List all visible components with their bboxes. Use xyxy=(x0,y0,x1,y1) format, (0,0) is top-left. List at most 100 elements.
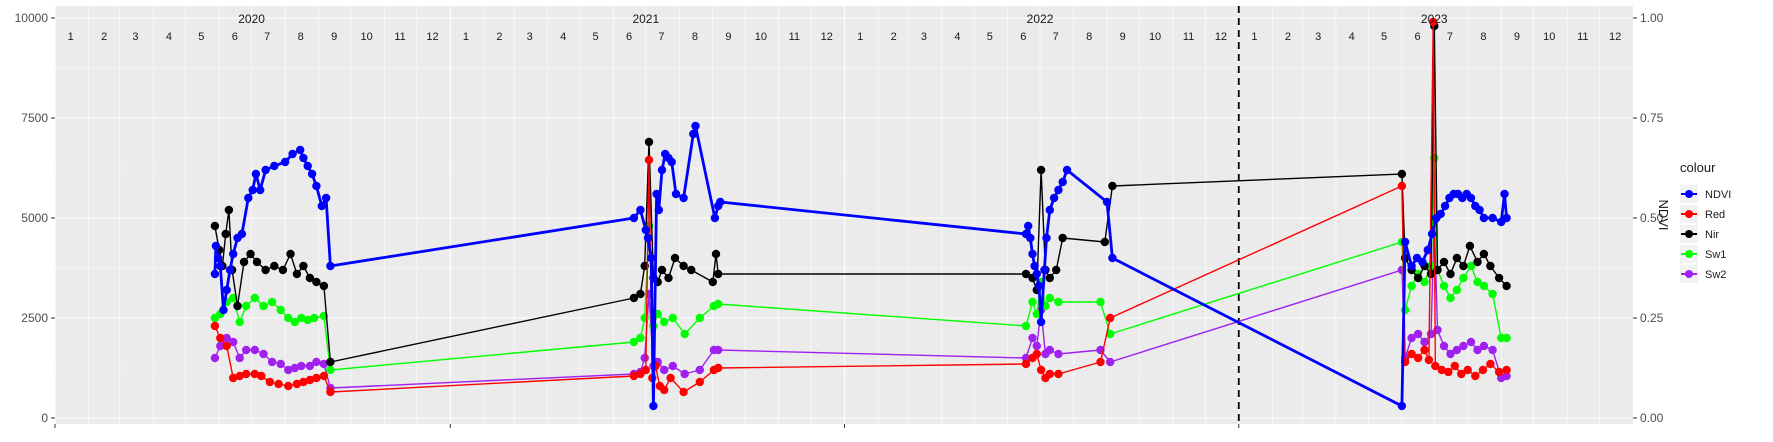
data-point-nir xyxy=(1452,253,1462,263)
data-point-nir xyxy=(679,261,688,271)
data-point-ndvi xyxy=(654,205,663,215)
data-point-red xyxy=(229,373,238,383)
data-point-red xyxy=(1502,365,1511,375)
data-point-red xyxy=(644,155,654,165)
data-point-sw1 xyxy=(1446,293,1455,303)
legend-key-nir xyxy=(1680,225,1698,243)
month-label: 5 xyxy=(987,31,993,43)
month-label: 1 xyxy=(68,31,74,43)
data-point-nir xyxy=(312,277,321,287)
month-label: 6 xyxy=(626,31,632,43)
month-label: 1 xyxy=(463,31,469,43)
data-point-ndvi xyxy=(1058,177,1067,187)
legend-key-ndvi xyxy=(1680,185,1698,203)
data-point-ndvi xyxy=(629,213,639,223)
data-point-ndvi xyxy=(1479,213,1489,223)
data-point-ndvi xyxy=(270,161,279,171)
data-point-sw2 xyxy=(216,341,225,351)
data-point-nir xyxy=(326,357,335,367)
data-point-red xyxy=(274,379,283,389)
legend-key-point xyxy=(1685,230,1693,238)
legend-title: colour xyxy=(1680,160,1716,175)
month-label: 7 xyxy=(1447,31,1453,43)
month-label: 12 xyxy=(1609,31,1621,43)
month-label: 2 xyxy=(891,31,897,43)
data-point-ndvi xyxy=(210,269,220,279)
y-right-tick-label: 1.00 xyxy=(1640,11,1664,25)
data-point-red xyxy=(1021,359,1031,369)
data-point-ndvi xyxy=(1054,185,1063,195)
y-right-tick-label: 0.50 xyxy=(1640,211,1664,225)
data-point-nir xyxy=(1465,241,1475,251)
data-point-sw2 xyxy=(229,337,238,347)
legend-key-red xyxy=(1680,205,1698,223)
data-point-nir xyxy=(1494,273,1504,283)
legend-key-point xyxy=(1685,270,1693,278)
data-point-nir xyxy=(1459,261,1468,271)
data-point-sw2 xyxy=(1466,337,1476,347)
year-label: 2022 xyxy=(1027,12,1054,26)
data-point-sw2 xyxy=(242,345,251,355)
data-point-sw1 xyxy=(640,313,649,323)
data-point-sw1 xyxy=(284,313,293,323)
data-point-ndvi xyxy=(261,165,270,175)
data-point-red xyxy=(641,365,650,375)
month-label: 1 xyxy=(857,31,863,43)
data-point-ndvi xyxy=(1042,233,1051,243)
data-point-ndvi xyxy=(641,225,650,235)
data-point-nir xyxy=(246,249,255,259)
data-point-sw2 xyxy=(1459,341,1468,351)
data-point-red xyxy=(1478,365,1488,375)
data-point-sw1 xyxy=(1106,329,1115,339)
data-point-sw1 xyxy=(1420,277,1429,287)
data-point-red xyxy=(1431,361,1440,371)
month-label: 3 xyxy=(1315,31,1321,43)
data-point-nir xyxy=(221,229,230,239)
data-point-red xyxy=(1036,365,1046,375)
data-point-sw1 xyxy=(1021,321,1031,331)
data-point-nir xyxy=(1397,169,1407,179)
data-point-sw2 xyxy=(1439,341,1449,351)
data-point-sw1 xyxy=(1028,297,1037,307)
data-point-ndvi xyxy=(1397,401,1407,411)
data-point-nir xyxy=(1439,257,1449,267)
data-point-nir xyxy=(1502,281,1511,291)
data-point-red xyxy=(1420,345,1429,355)
legend-label: Nir xyxy=(1705,229,1719,241)
data-point-ndvi xyxy=(1026,233,1035,243)
data-point-ndvi xyxy=(222,285,231,295)
data-point-red xyxy=(679,387,688,397)
data-point-ndvi xyxy=(1102,197,1112,207)
month-label: 5 xyxy=(1381,31,1387,43)
month-label: 4 xyxy=(1349,31,1355,43)
data-point-sw1 xyxy=(1096,297,1105,307)
data-point-ndvi xyxy=(679,193,688,203)
month-label: 2 xyxy=(496,31,502,43)
data-point-sw1 xyxy=(1488,289,1497,299)
series-ndvi xyxy=(210,121,1511,411)
date-labels: 1 2 3 4 5 6 7 8 9 10 11 12 1 2 3 4 5 6 7 8 9 10 11 12 1 2 3 4 5 6 7 8 9 1… xyxy=(68,12,1622,43)
data-point-ndvi xyxy=(307,169,317,179)
data-point-nir xyxy=(278,265,288,275)
data-point-ndvi xyxy=(211,241,221,251)
data-point-ndvi xyxy=(1423,245,1433,255)
y-left-tick-label: 7500 xyxy=(21,111,48,125)
data-point-sw2 xyxy=(1479,341,1489,351)
month-label: 9 xyxy=(725,31,731,43)
data-point-sw1 xyxy=(660,317,669,327)
data-point-ndvi xyxy=(280,157,290,167)
data-point-sw1 xyxy=(303,315,312,325)
data-point-sw2 xyxy=(1106,357,1115,367)
month-label: 3 xyxy=(132,31,138,43)
data-point-nir xyxy=(687,265,696,275)
data-point-sw2 xyxy=(297,361,306,371)
data-point-nir xyxy=(670,253,680,263)
data-point-ndvi xyxy=(1049,193,1059,203)
data-point-ndvi xyxy=(710,213,720,223)
month-label: 12 xyxy=(426,31,438,43)
data-point-ndvi xyxy=(326,261,335,271)
month-label: 6 xyxy=(1020,31,1026,43)
data-point-ndvi xyxy=(716,197,725,207)
data-point-nir xyxy=(210,221,220,231)
data-point-ndvi xyxy=(216,261,225,271)
